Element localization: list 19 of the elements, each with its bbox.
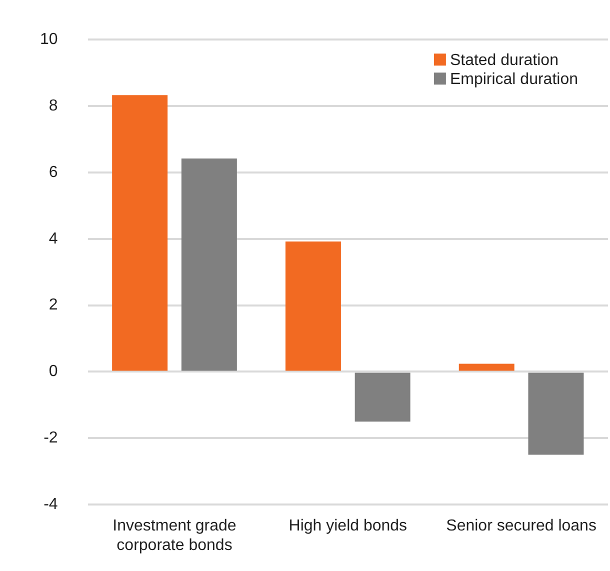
bar: [285, 242, 341, 371]
y-tick-label: 10: [40, 31, 58, 48]
y-tick-label: 2: [48, 296, 58, 314]
bar: [181, 158, 237, 371]
bar: [528, 372, 584, 455]
y-tick-label: -4: [44, 496, 58, 514]
y-tick-label: 0: [48, 363, 58, 380]
x-tick-label: Investment grade corporate bonds: [112, 518, 236, 554]
legend-label: Stated duration: [450, 52, 558, 70]
bar: [112, 95, 168, 371]
legend-label: Empirical duration: [450, 71, 578, 88]
y-tick-label: 8: [48, 97, 58, 114]
bar: [354, 372, 410, 422]
bar: [458, 364, 514, 371]
y-tick-label: 4: [48, 230, 58, 248]
x-tick-label: Senior secured loans: [446, 518, 596, 535]
y-tick-label: 6: [48, 164, 58, 181]
x-tick-label: High yield bonds: [288, 518, 408, 535]
y-tick-label: -2: [44, 430, 58, 447]
